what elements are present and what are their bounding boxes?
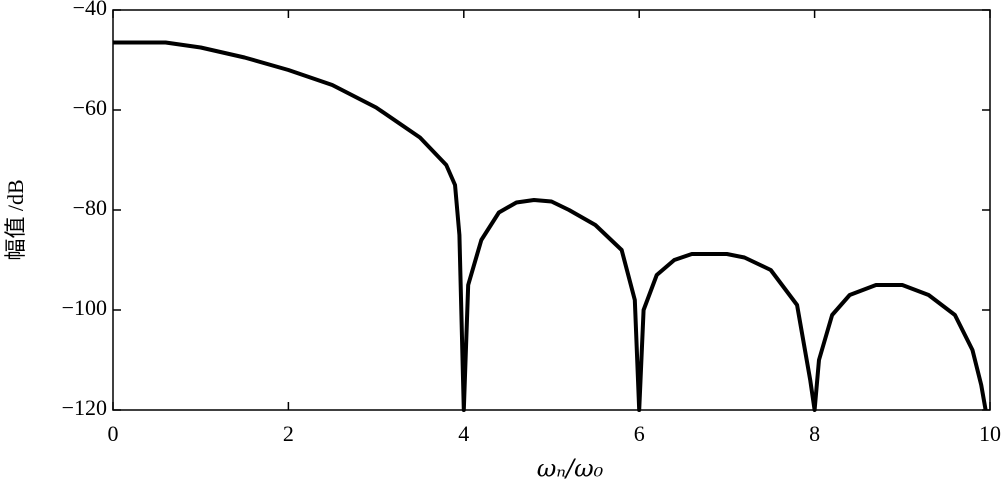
y-axis-label: 幅值 /dB — [3, 179, 28, 260]
y-tick-label: −120 — [62, 395, 107, 420]
x-tick-label: 8 — [809, 421, 820, 446]
x-tick-label: 10 — [979, 421, 1001, 446]
x-tick-label: 6 — [634, 421, 645, 446]
x-tick-label: 2 — [283, 421, 294, 446]
y-tick-label: −80 — [73, 195, 107, 220]
y-tick-label: −40 — [73, 0, 107, 20]
y-tick-label: −60 — [73, 95, 107, 120]
line-series — [113, 40, 988, 412]
x-tick-label: 4 — [458, 421, 469, 446]
plot-frame — [112, 9, 991, 411]
x-tick-label: 0 — [108, 421, 119, 446]
x-axis-label: ωₙ/ω₀ — [537, 455, 604, 483]
y-tick-label: −100 — [62, 295, 107, 320]
